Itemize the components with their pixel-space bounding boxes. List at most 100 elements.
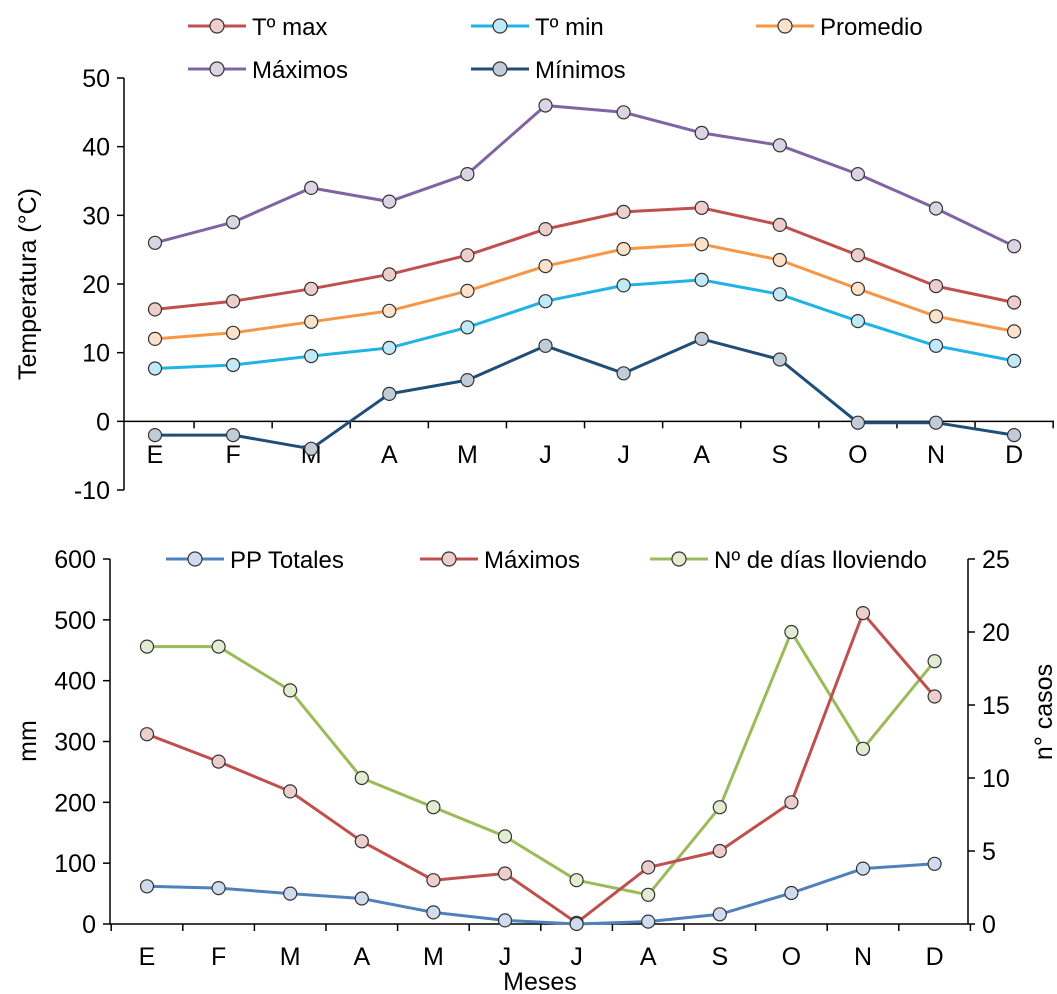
y-tick-label-right: 5 xyxy=(982,838,996,866)
data-point xyxy=(426,873,441,888)
data-point xyxy=(855,605,871,621)
legend-label: Promedio xyxy=(820,14,923,41)
data-point xyxy=(460,373,475,388)
y-axis-title: Temperatura (°C) xyxy=(14,188,42,380)
y-tick-label: -10 xyxy=(74,477,110,505)
data-point xyxy=(1006,428,1022,443)
data-point xyxy=(538,338,553,353)
data-point xyxy=(850,248,866,263)
data-point xyxy=(147,302,163,317)
data-point xyxy=(855,861,871,876)
x-tick-label: O xyxy=(782,943,801,971)
data-point xyxy=(694,272,709,287)
legend-marker xyxy=(777,18,793,34)
data-point xyxy=(772,138,787,153)
y-tick-label-right: 0 xyxy=(982,911,996,939)
data-point xyxy=(694,331,709,346)
legend-label: Tº min xyxy=(535,14,604,41)
legend-marker xyxy=(492,61,508,77)
data-point xyxy=(226,215,241,230)
data-point xyxy=(850,415,866,430)
data-point xyxy=(1006,295,1022,310)
y-tick-label: 50 xyxy=(82,65,110,93)
legend-marker xyxy=(187,551,203,567)
x-tick-label: N xyxy=(854,943,872,971)
y-tick-label: 20 xyxy=(82,271,110,299)
data-point xyxy=(772,287,787,302)
data-point xyxy=(226,357,241,373)
y-axis-title-right: n° casos xyxy=(1030,664,1057,760)
data-point xyxy=(426,905,441,920)
temperature-series xyxy=(147,98,1022,456)
data-point xyxy=(538,222,553,237)
data-point xyxy=(616,105,631,120)
legend-marker xyxy=(209,18,225,34)
data-point xyxy=(226,294,241,309)
data-point xyxy=(784,885,799,901)
data-point xyxy=(772,352,787,367)
x-axis-title: Meses xyxy=(503,968,577,994)
data-point xyxy=(772,217,787,232)
y-tick-label-right: 15 xyxy=(982,692,1010,720)
precipitation-legend: PP Totales Máximos Nº de días lloviendo xyxy=(166,547,927,574)
series-line xyxy=(154,278,1015,370)
data-point xyxy=(304,314,319,329)
data-point xyxy=(354,770,369,786)
x-tick-label: J xyxy=(570,943,583,971)
precipitation-series xyxy=(139,605,942,932)
data-point xyxy=(226,428,241,443)
data-point xyxy=(928,309,944,324)
y-tick-label-left: 300 xyxy=(54,729,96,757)
data-point xyxy=(927,856,942,871)
data-point xyxy=(460,167,475,182)
series-line xyxy=(146,862,935,926)
x-tick-label: A xyxy=(381,441,398,469)
precipitation-axes: 0 100 200 300 400 500 600 0 5 10 15 20 25 E F M A M J J A S O N… xyxy=(14,546,1057,994)
data-point xyxy=(283,784,298,799)
legend-label: Nº de días lloviendo xyxy=(714,547,927,574)
x-tick-label: J xyxy=(539,441,552,469)
data-point xyxy=(382,340,397,355)
x-tick-label: S xyxy=(771,441,788,469)
data-point xyxy=(1006,239,1022,254)
data-point xyxy=(304,281,319,296)
data-point xyxy=(147,361,163,376)
x-tick-label: J xyxy=(617,441,630,469)
data-point xyxy=(283,886,298,901)
x-tick-label: F xyxy=(225,441,240,469)
temperature-legend: Tº max Tº min Promedio Máximos Mínimos xyxy=(188,14,923,84)
data-point xyxy=(460,248,475,263)
data-point xyxy=(497,866,513,881)
data-point xyxy=(928,279,944,294)
x-tick-label: J xyxy=(499,943,512,971)
data-point xyxy=(694,237,709,252)
legend-marker xyxy=(492,18,508,34)
y-tick-label-right: 10 xyxy=(982,765,1010,793)
x-tick-label: M xyxy=(423,943,444,971)
data-point xyxy=(1006,324,1022,339)
data-point xyxy=(382,303,397,318)
data-point xyxy=(211,754,226,769)
data-point xyxy=(147,235,163,250)
data-point xyxy=(538,294,553,309)
x-tick-label: D xyxy=(1005,441,1023,469)
x-tick-label: N xyxy=(927,441,945,469)
data-point xyxy=(283,683,298,698)
data-point xyxy=(304,180,319,195)
series-line xyxy=(154,104,1015,248)
data-point xyxy=(927,654,942,669)
series-line xyxy=(147,630,936,897)
series-line xyxy=(154,206,1015,311)
legend-marker xyxy=(671,551,687,567)
data-point xyxy=(616,278,631,293)
y-tick-label-left: 0 xyxy=(82,911,96,939)
data-point xyxy=(616,204,631,219)
data-point xyxy=(211,639,226,654)
y-tick-label: 0 xyxy=(96,408,110,436)
data-point xyxy=(616,366,631,381)
data-point xyxy=(211,880,226,896)
x-tick-label: E xyxy=(147,441,164,469)
data-point xyxy=(304,349,319,364)
data-point xyxy=(226,325,241,340)
